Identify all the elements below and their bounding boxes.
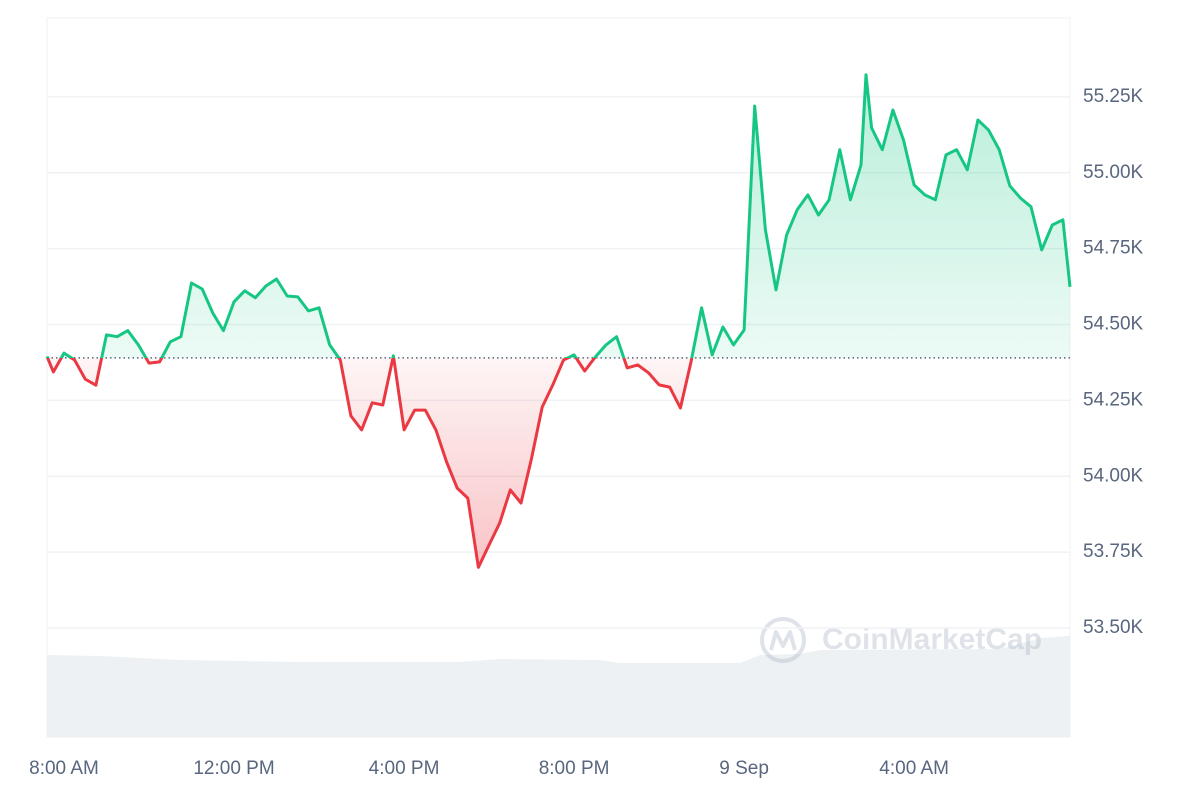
x-tick-label: 8:00 PM: [539, 758, 610, 779]
x-tick-label: 9 Sep: [719, 758, 769, 779]
watermark-logo-mark: [769, 630, 797, 651]
x-tick-label: 4:00 PM: [369, 758, 440, 779]
price-line: [45, 73, 1072, 569]
y-tick-label: 54.25K: [1083, 389, 1144, 410]
y-tick-label: 53.50K: [1083, 617, 1144, 638]
price-area: [47, 74, 1070, 568]
y-tick-label: 55.25K: [1083, 86, 1144, 107]
y-tick-label: 53.75K: [1083, 541, 1144, 562]
y-tick-label: 55.00K: [1083, 162, 1144, 183]
y-tick-label: 54.50K: [1083, 314, 1144, 335]
volume-area: [47, 636, 1070, 737]
watermark-logo: [760, 617, 806, 663]
y-tick-label: 54.00K: [1083, 465, 1144, 486]
x-tick-label: 12:00 PM: [193, 758, 274, 779]
y-tick-label: 54.75K: [1083, 238, 1144, 259]
x-tick-label: 4:00 AM: [879, 758, 949, 779]
x-tick-label: 8:00 AM: [29, 758, 99, 779]
